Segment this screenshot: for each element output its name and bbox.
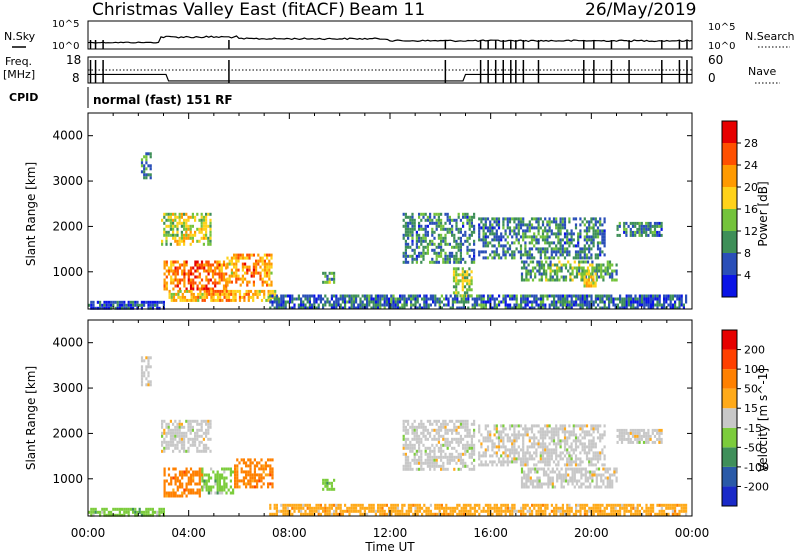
x-tick-label-4: 16:00	[473, 526, 508, 540]
power-colorbar-label: Power [dB]	[756, 181, 770, 246]
x-tick-label-5: 20:00	[574, 526, 609, 540]
colorbar-tick-0: 200	[744, 344, 765, 357]
power-y-label: Slant Range [km]	[24, 162, 38, 266]
colorbar-tick-7: -200	[744, 480, 769, 493]
nave-tick-top: 60	[708, 53, 723, 67]
colorbar-tick-4: -15	[744, 422, 762, 435]
x-tick-label-1: 04:00	[171, 526, 206, 540]
x-axis-label: Time UT	[364, 540, 415, 554]
freq-tick-bottom: 8	[72, 71, 80, 85]
freq-trace	[88, 73, 692, 82]
x-tick-label-0: 00:00	[71, 526, 106, 540]
nsearch-tick-top: 10^5	[708, 22, 735, 33]
power-y-ticks: 1000 2000 3000 4000	[52, 129, 692, 279]
colorbar-tick-6: 28	[744, 137, 758, 150]
colorbar-swatch-4	[722, 187, 737, 209]
nsky-trace	[87, 35, 693, 44]
freq-label: Freq.	[5, 55, 32, 68]
x-tick-label-3: 12:00	[373, 526, 408, 540]
colorbar-swatch-2	[722, 447, 737, 467]
colorbar-tick-4: 20	[744, 181, 758, 194]
power-panel: 1000 2000 3000 4000 Slant Range [km] 4 8 12 16…	[24, 112, 770, 310]
velocity-colorbar: 200 100 50 15 -15 -50 -100 -200	[721, 329, 769, 507]
freq-tick-top: 18	[66, 53, 81, 67]
colorbar-tick-1: 100	[744, 363, 765, 376]
y-tick-label-3: 4000	[52, 336, 83, 350]
freq-unit-label: [MHz]	[3, 68, 35, 81]
station-title: Christmas Valley East (fitACF)	[92, 0, 345, 20]
power-x-ticks	[87, 113, 693, 309]
colorbar-tick-2: 12	[744, 225, 758, 238]
colorbar-swatch-6	[722, 369, 737, 389]
cpid-label: CPID	[9, 91, 38, 104]
velocity-colorbar-label: Velocity [m s^-1]	[756, 368, 770, 472]
y-tick-label-1: 2000	[52, 219, 83, 233]
velocity-x-ticks: 00:00 04:00 08:00 12:00 16:00 20:00 00:00	[71, 320, 710, 540]
colorbar-swatch-3	[722, 427, 737, 448]
nsky-tick-top: 10^5	[52, 19, 79, 30]
colorbar-swatch-1	[722, 253, 737, 275]
colorbar-swatch-4	[722, 408, 737, 428]
colorbar-swatch-8	[722, 330, 737, 350]
y-tick-label-1: 2000	[52, 426, 83, 440]
nsearch-tick-bottom: 10^0	[708, 41, 735, 52]
colorbar-tick-5: -50	[744, 441, 762, 454]
freq-dropouts	[89, 60, 688, 83]
colorbar-swatch-1	[722, 466, 737, 487]
colorbar-swatch-5	[722, 165, 737, 187]
colorbar-swatch-3	[722, 209, 737, 231]
colorbar-tick-6: -100	[744, 461, 769, 474]
cpid-value: normal (fast) 151 RF	[93, 93, 233, 107]
nsky-panel: N.Sky 10^5 10^0 10^5 10^0 N.Search	[4, 19, 795, 52]
nave-label: Nave	[748, 65, 776, 78]
y-tick-label-0: 1000	[52, 265, 83, 279]
nsky-tick-bottom: 10^0	[52, 41, 79, 52]
y-tick-label-0: 1000	[52, 472, 83, 486]
freq-panel: Freq. [MHz] 18 8 60 0 Nave	[3, 53, 780, 85]
colorbar-swatch-0	[722, 275, 737, 297]
colorbar-swatch-6	[722, 143, 737, 165]
y-tick-label-2: 3000	[52, 174, 83, 188]
colorbar-swatch-0	[722, 486, 737, 506]
colorbar-tick-5: 24	[744, 159, 758, 172]
colorbar-swatch-2	[722, 231, 737, 253]
x-tick-label-2: 08:00	[272, 526, 307, 540]
colorbar-swatch-5	[722, 388, 737, 409]
y-tick-label-3: 4000	[52, 129, 83, 143]
velocity-cells	[88, 356, 688, 517]
nsearch-label: N.Search	[745, 30, 795, 43]
beam-title: Beam 11	[349, 0, 425, 20]
velocity-y-ticks: 1000 2000 3000 4000	[52, 336, 692, 486]
power-colorbar: 4 8 12 16 20 24 28	[721, 120, 758, 298]
colorbar-tick-3: 16	[744, 203, 758, 216]
velocity-panel: 1000 2000 3000 4000 00:00 04:00 08:00 12:00 16:…	[24, 319, 770, 554]
nave-tick-bottom: 0	[708, 71, 716, 85]
nsky-dropouts	[89, 40, 688, 49]
colorbar-swatch-7	[722, 121, 737, 143]
date-title: 26/May/2019	[585, 0, 697, 20]
velocity-y-label: Slant Range [km]	[24, 366, 38, 470]
colorbar-swatch-7	[722, 349, 737, 370]
colorbar-tick-3: 15	[744, 402, 758, 415]
y-tick-label-2: 3000	[52, 381, 83, 395]
x-tick-label-6: 00:00	[675, 526, 710, 540]
colorbar-tick-0: 4	[744, 269, 751, 282]
colorbar-tick-2: 50	[744, 383, 758, 396]
power-cells	[88, 152, 688, 310]
nsky-label: N.Sky	[4, 30, 36, 43]
colorbar-tick-1: 8	[744, 247, 751, 260]
